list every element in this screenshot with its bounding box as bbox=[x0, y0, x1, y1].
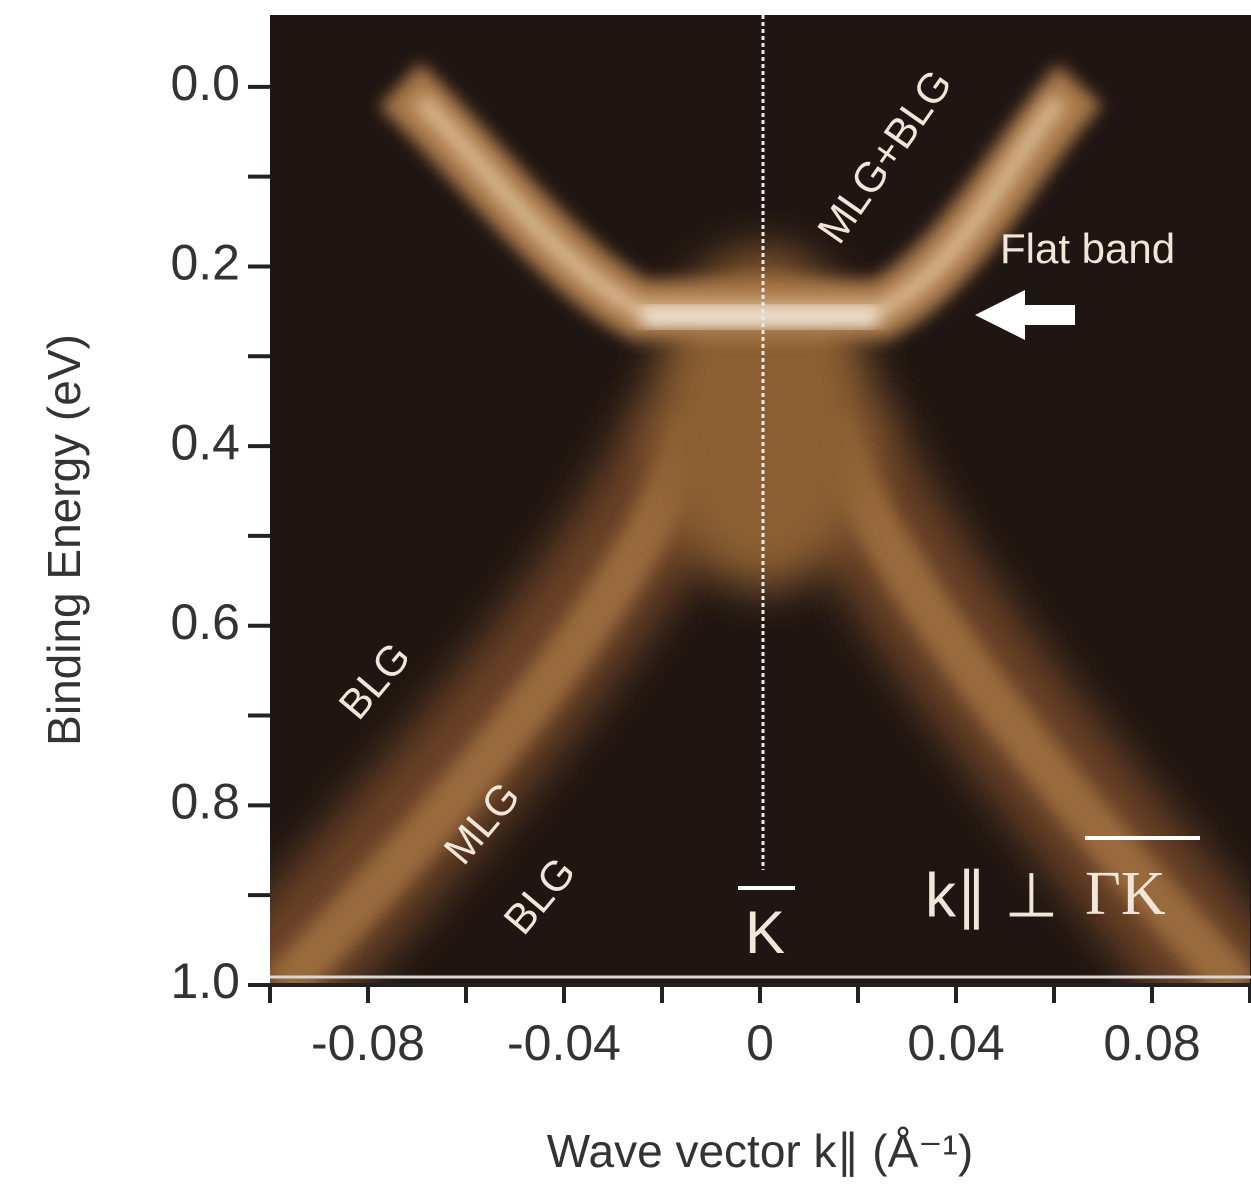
k-point-label: K bbox=[745, 899, 785, 966]
x-tick-label: -0.04 bbox=[507, 1015, 621, 1071]
x-tick-label: 0.08 bbox=[1103, 1015, 1200, 1071]
direction-path-label: ΓK bbox=[1085, 860, 1166, 928]
x-tick-label: 0.04 bbox=[907, 1015, 1004, 1071]
y-tick-label: 0.2 bbox=[170, 235, 240, 291]
y-tick-label: 0.4 bbox=[170, 414, 240, 470]
x-tick-label: -0.08 bbox=[311, 1015, 425, 1071]
x-tick-label: 0 bbox=[746, 1015, 774, 1071]
y-tick-label: 0.0 bbox=[170, 55, 240, 111]
y-tick-label: 0.6 bbox=[170, 594, 240, 650]
flat-band-label: Flat band bbox=[1000, 225, 1175, 272]
y-tick-label: 1.0 bbox=[170, 953, 240, 1009]
y-tick-label: 0.8 bbox=[170, 774, 240, 830]
flat-band-arrow bbox=[975, 290, 1075, 340]
intensity-bands bbox=[270, 63, 1250, 985]
direction-label: k∥ ⊥ bbox=[925, 861, 1058, 930]
y-axis-label: Binding Energy (eV) bbox=[38, 334, 90, 746]
x-axis-label: Wave vector k∥ (Å⁻¹) bbox=[547, 1125, 973, 1177]
